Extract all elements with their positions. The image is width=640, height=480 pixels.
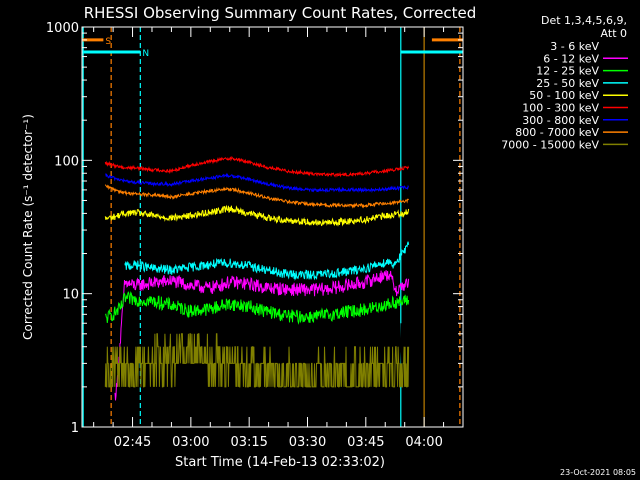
x-tick-label: 03:00 <box>172 435 209 450</box>
marker-label: N <box>142 49 149 59</box>
x-tick-label: 02:45 <box>114 435 151 450</box>
marker-label: S <box>105 37 111 47</box>
y-tick-label: 100 <box>54 154 79 169</box>
legend-label: 6 - 12 keV <box>543 52 599 65</box>
plot-frame <box>81 26 464 428</box>
y-axis-label: Corrected Count Rate (s⁻¹ detector⁻¹) <box>21 114 35 340</box>
y-tick-label: 1000 <box>46 21 79 36</box>
series-line <box>104 204 410 227</box>
series-group <box>104 155 410 427</box>
series-line <box>105 172 410 194</box>
series-line <box>104 291 410 325</box>
series-line <box>104 184 410 209</box>
attenuator-markers: SN <box>82 37 463 59</box>
legend-label: 3 - 6 keV <box>550 40 599 53</box>
x-axis-label: Start Time (14-Feb-13 02:33:02) <box>175 455 385 470</box>
x-tick-label: 03:30 <box>289 435 326 450</box>
legend-label: 12 - 25 keV <box>536 65 599 78</box>
legend-label: 7000 - 15000 keV <box>501 138 599 151</box>
y-tick-label: 10 <box>62 288 79 303</box>
chart-title: RHESSI Observing Summary Count Rates, Co… <box>84 4 477 22</box>
y-tick-label: 1 <box>71 421 79 436</box>
legend-label: 100 - 300 keV <box>522 102 599 115</box>
series-line <box>104 155 410 178</box>
series-line <box>104 333 410 388</box>
y-axis: 1 10 100 1000 <box>46 21 463 436</box>
footer-date: 23-Oct-2021 08:05 <box>560 468 636 477</box>
x-tick-label: 03:45 <box>347 435 384 450</box>
legend-label: 800 - 7000 keV <box>515 126 599 139</box>
legend-header-2: Att 0 <box>601 27 627 40</box>
legend-label: 300 - 800 keV <box>522 114 599 127</box>
x-tick-label: 04:00 <box>405 435 442 450</box>
series-line <box>114 270 410 401</box>
legend-label: 50 - 100 keV <box>529 89 599 102</box>
series-line <box>124 241 410 281</box>
legend-header-1: Det 1,3,4,5,6,9, <box>541 14 627 27</box>
legend-label: 25 - 50 keV <box>536 77 599 90</box>
x-tick-label: 03:15 <box>230 435 267 450</box>
vertical-lines <box>82 27 461 427</box>
x-axis: 02:45 03:00 03:15 03:30 03:45 04:00 <box>93 27 464 450</box>
